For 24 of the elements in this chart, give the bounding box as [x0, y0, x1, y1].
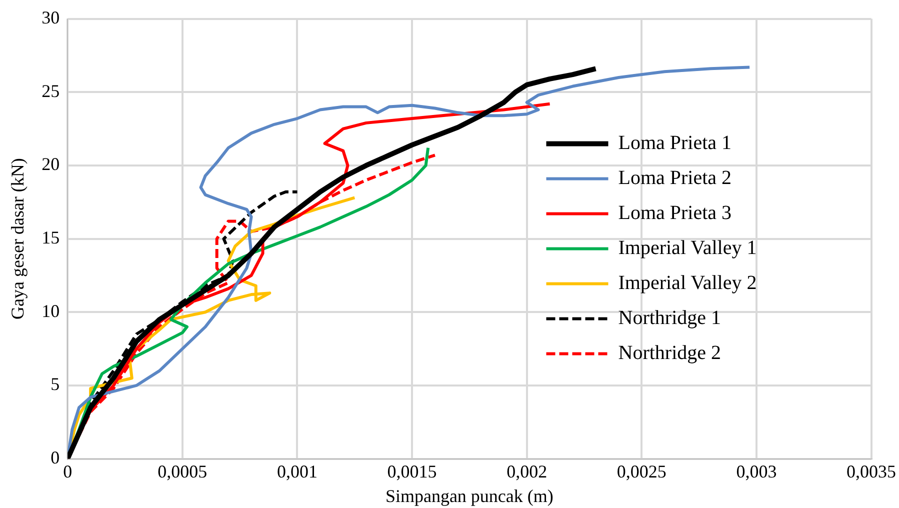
- x-tick-label: 0: [63, 461, 72, 482]
- legend-label: Northridge 1: [618, 307, 722, 330]
- legend-label: Loma Prieta 1: [618, 132, 732, 154]
- legend-label: Loma Prieta 2: [618, 167, 732, 190]
- x-tick-label: 0,0035: [846, 461, 896, 482]
- x-tick-label: 0,0005: [158, 461, 208, 482]
- y-tick-label: 25: [42, 80, 60, 101]
- x-tick-label: 0,002: [506, 461, 548, 482]
- x-tick-label: 0,0025: [616, 461, 666, 482]
- y-axis-title: Gaya geser dasar (kN): [8, 158, 28, 320]
- y-tick-label: 0: [50, 448, 60, 468]
- legend-label: Loma Prieta 3: [618, 202, 732, 224]
- x-tick-label: 0,003: [736, 461, 777, 482]
- x-tick-label: 0,001: [276, 461, 318, 482]
- y-tick-label: 20: [42, 154, 60, 174]
- legend-label: Imperial Valley 1: [618, 237, 757, 260]
- legend-label: Imperial Valley 2: [618, 272, 757, 294]
- y-tick-label: 30: [42, 8, 60, 28]
- legend-label: Northridge 2: [618, 342, 722, 364]
- x-tick-label: 0,0015: [387, 461, 437, 482]
- y-tick-label: 5: [50, 374, 60, 394]
- y-tick-label: 15: [42, 228, 60, 248]
- y-tick-label: 10: [42, 300, 60, 321]
- x-axis-title: Simpangan puncak (m): [385, 486, 554, 506]
